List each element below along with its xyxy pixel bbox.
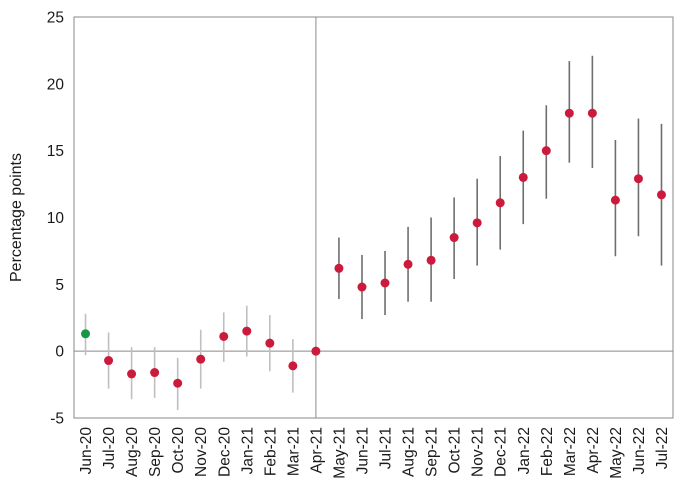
x-tick-label: Jul-22 [654, 427, 671, 469]
x-tick-label: Jul-21 [378, 427, 395, 469]
data-point [288, 361, 298, 371]
data-point [633, 174, 643, 184]
data-point [81, 329, 91, 339]
data-point [242, 326, 252, 336]
data-point [472, 218, 482, 228]
x-tick-label: Dec-20 [216, 427, 233, 477]
plot-border [73, 16, 674, 419]
x-tick-label: Jun-22 [631, 427, 648, 474]
data-point [104, 356, 114, 366]
x-tick-label: Nov-21 [470, 427, 487, 477]
data-point [564, 108, 574, 118]
data-point [219, 331, 229, 341]
y-tick-label: 0 [55, 344, 64, 361]
y-tick-label: 10 [47, 210, 65, 227]
data-point [380, 278, 390, 288]
data-point [403, 259, 413, 269]
data-point [334, 263, 344, 273]
x-tick-label: Jan-22 [516, 427, 533, 474]
data-point [541, 146, 551, 156]
y-tick-label: 5 [55, 277, 64, 294]
x-tick-label: Apr-22 [585, 427, 602, 474]
data-point [656, 190, 666, 200]
data-point [196, 354, 206, 364]
x-tick-label: Mar-22 [562, 427, 579, 476]
x-tick-label: Jul-20 [101, 427, 118, 470]
x-tick-label: Sep-20 [147, 427, 164, 477]
plot-area: 25 20 15 10 5 0 -5 Jun-20 Jul-20 Aug-20 Sep-20 Oct-… [47, 10, 674, 479]
y-tick-label: -5 [50, 411, 64, 428]
x-tick-label: Apr-21 [308, 427, 325, 474]
data-point [357, 282, 367, 292]
x-tick-label: Dec-21 [493, 427, 510, 477]
data-point [127, 369, 137, 379]
y-axis-title: Percentage points [8, 153, 25, 282]
data-point [587, 108, 597, 118]
x-tick-label: Sep-21 [424, 427, 441, 477]
data-point [311, 346, 321, 356]
y-tick-label: 25 [47, 10, 64, 27]
data-point [610, 195, 620, 205]
data-point [265, 338, 275, 348]
x-tick-label: Jan-21 [239, 427, 256, 474]
y-tick-label: 15 [47, 143, 64, 160]
data-point [173, 378, 183, 388]
x-tick-label: Jun-20 [78, 427, 95, 475]
x-tick-label: Mar-21 [285, 427, 302, 476]
x-tick-label: Feb-21 [262, 427, 279, 476]
data-point [150, 368, 160, 378]
x-tick-label: Nov-20 [193, 427, 210, 477]
data-point [449, 233, 459, 243]
y-tick-label: 20 [47, 76, 65, 93]
data-point [518, 172, 528, 182]
x-tick-label: Oct-20 [170, 427, 187, 474]
x-tick-label: Feb-22 [539, 427, 556, 476]
x-tick-label: May-22 [608, 427, 625, 479]
data-point [426, 255, 436, 265]
x-tick-label: Jun-21 [354, 427, 371, 474]
data-point [495, 198, 505, 208]
x-tick-label: May-21 [331, 427, 348, 479]
x-tick-label: Aug-21 [401, 427, 418, 477]
x-tick-label: Oct-21 [447, 427, 464, 474]
x-tick-label: Aug-20 [124, 427, 141, 477]
